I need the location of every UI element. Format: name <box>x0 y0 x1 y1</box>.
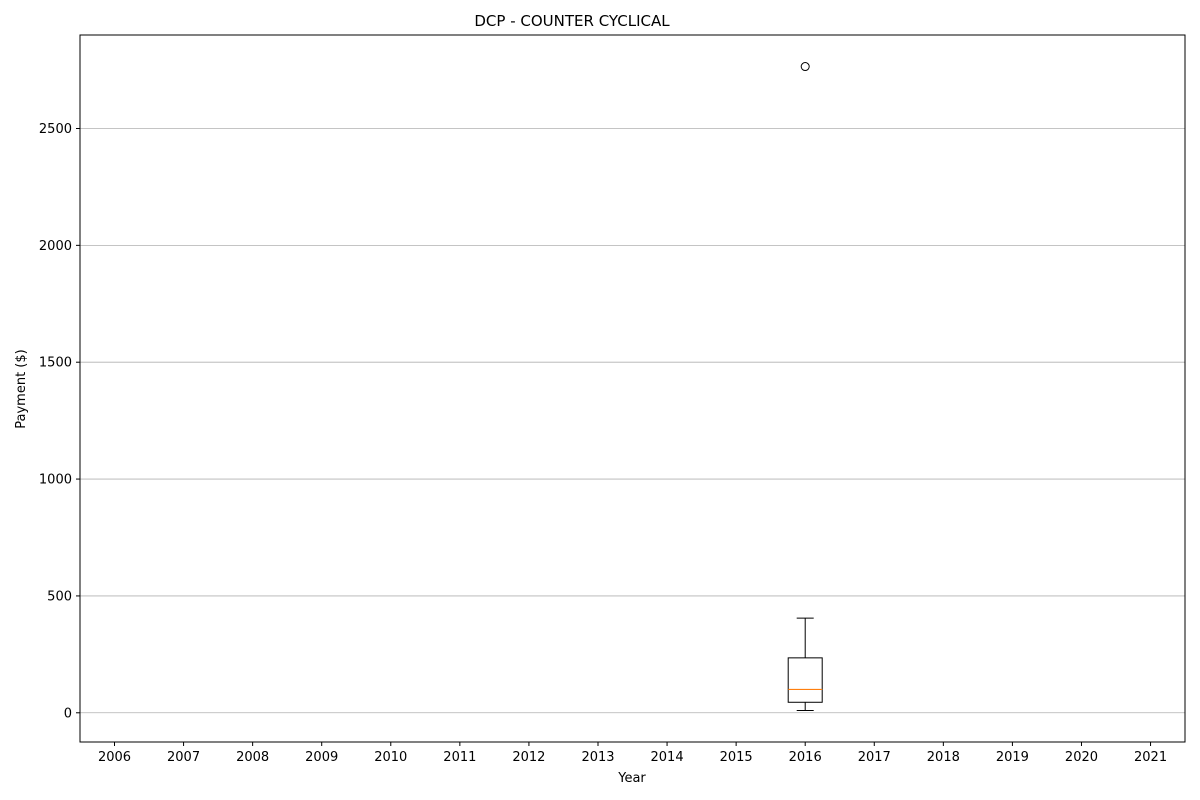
x-axis-ticks: 2006 2007 2008 2009 2010 2011 2012 2013 2014 2015… <box>98 742 1167 765</box>
x-axis-title: Year <box>617 771 646 786</box>
x-tick-label: 2019 <box>996 750 1029 765</box>
x-tick-label: 2016 <box>789 750 822 765</box>
y-tick-label: 1000 <box>39 473 72 488</box>
y-tick-label: 1500 <box>39 356 72 371</box>
x-tick-label: 2020 <box>1065 750 1098 765</box>
box-plot-2016 <box>787 62 823 711</box>
y-axis-ticks: 0 500 1000 1500 2000 2500 <box>39 122 80 721</box>
y-tick-label: 500 <box>47 589 72 604</box>
x-tick-label: 2011 <box>443 750 476 765</box>
y-axis-title: Payment ($) <box>14 349 29 428</box>
x-tick-label: 2009 <box>305 750 338 765</box>
y-tick-label: 0 <box>64 706 72 721</box>
x-tick-label: 2013 <box>581 750 614 765</box>
y-tick-label: 2500 <box>39 122 72 137</box>
x-tick-label: 2006 <box>98 750 131 765</box>
grid-lines <box>80 128 1185 714</box>
chart-title: DCP - COUNTER CYCLICAL <box>474 12 670 30</box>
x-tick-label: 2007 <box>167 750 200 765</box>
x-tick-label: 2018 <box>927 750 960 765</box>
x-tick-label: 2008 <box>236 750 269 765</box>
box-iqr <box>787 657 823 703</box>
x-tick-label: 2012 <box>512 750 545 765</box>
x-tick-label: 2021 <box>1134 750 1167 765</box>
x-tick-label: 2015 <box>720 750 753 765</box>
box-plots <box>787 62 823 711</box>
x-tick-label: 2017 <box>858 750 891 765</box>
outlier-point <box>800 62 810 72</box>
x-tick-label: 2014 <box>651 750 684 765</box>
y-tick-label: 2000 <box>39 239 72 254</box>
x-tick-label: 2010 <box>374 750 407 765</box>
plot-frame <box>79 34 1186 743</box>
